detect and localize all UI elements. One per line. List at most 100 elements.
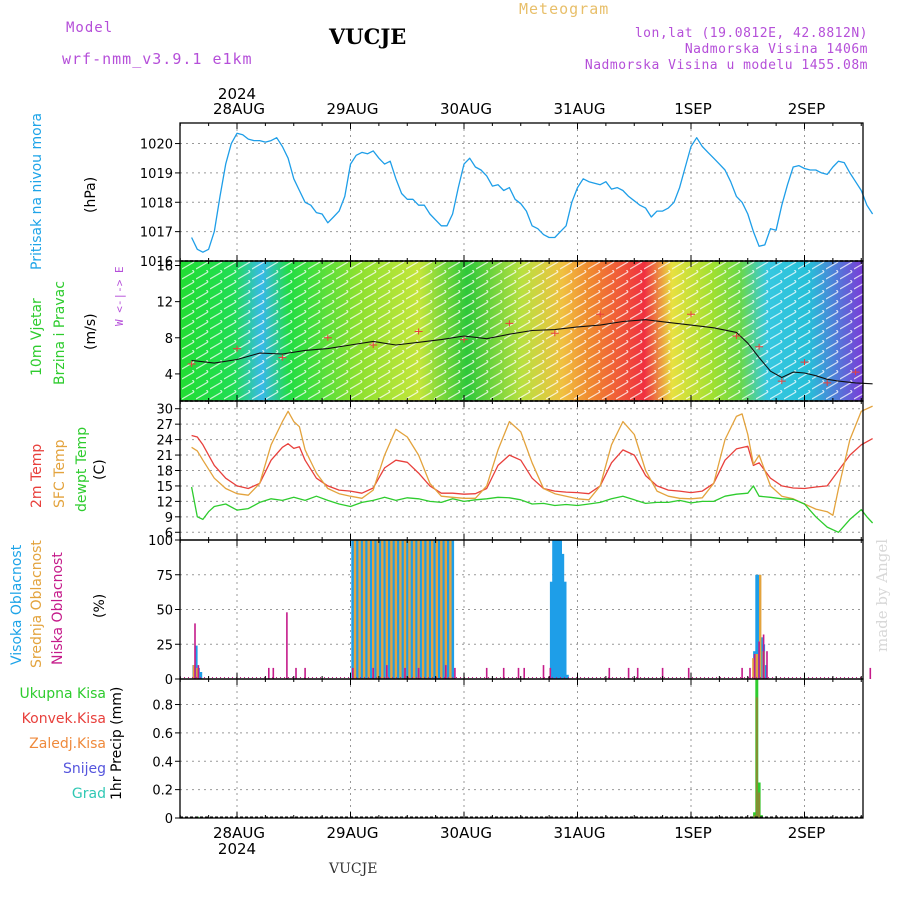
- legend-snow: Snijeg: [62, 761, 106, 777]
- y-tick-label: 4: [165, 368, 173, 383]
- low-cloud-bar: [636, 667, 639, 679]
- wind-barb-texture: [180, 261, 863, 401]
- wind-gust-mark: [851, 369, 860, 376]
- low-cloud-bar: [386, 665, 388, 679]
- y-tick-label: 21: [156, 449, 173, 464]
- mid-cloud-bar: [358, 540, 361, 679]
- low-cloud-bar: [295, 667, 297, 679]
- low-cloud-bar: [758, 641, 760, 679]
- date-label-bottom: 1SEP: [674, 824, 712, 842]
- y-tick-label: 1016: [140, 255, 173, 270]
- high-cloud-bar: [565, 674, 569, 679]
- high-cloud-bar: [401, 540, 405, 679]
- wind-gust-mark: [414, 328, 423, 335]
- mid-cloud-bar: [381, 540, 384, 679]
- high-cloud-bar: [556, 540, 560, 679]
- low-cloud-bar: [608, 667, 611, 679]
- low-cloud-bar: [485, 667, 488, 679]
- y-tick-label: 0: [165, 673, 173, 688]
- mid-cloud-bar: [385, 540, 388, 679]
- wind-gust-mark: [505, 320, 514, 327]
- mid-cloud-bar: [394, 540, 398, 679]
- y-tick-label: 24: [156, 434, 173, 449]
- wind-gust-mark: [323, 334, 332, 341]
- wind-gust-mark: [233, 345, 241, 352]
- high-cloud-bar: [387, 540, 391, 679]
- y-tick-label: 27: [156, 418, 173, 433]
- y-tick-label: 15: [156, 480, 173, 495]
- wind-gust-mark: [732, 332, 741, 339]
- mid-cloud-bar: [417, 540, 420, 679]
- low-cloud-bar: [517, 667, 520, 679]
- y-tick-label: 16: [156, 260, 173, 275]
- wind-gust-mark: [460, 336, 468, 343]
- low-cloud-bar: [523, 667, 525, 679]
- mid-cloud-bar: [192, 665, 196, 679]
- low-cloud-bar: [454, 667, 456, 679]
- mid-cloud-bar: [440, 540, 443, 679]
- conv-precip-bar: [753, 815, 756, 818]
- high-cloud-bar: [437, 540, 441, 679]
- high-cloud-bar: [446, 540, 450, 679]
- model-elevation-text: Nadmorska Visina u modelu 1455.08m: [584, 58, 868, 73]
- high-cloud-bar: [383, 540, 387, 679]
- high-cloud-bar: [414, 540, 418, 679]
- mid-cloud-bar: [752, 658, 755, 679]
- mid-cloud-bar: [759, 574, 762, 680]
- low-cloud-bar: [762, 634, 765, 679]
- mid-cloud-bar: [367, 540, 370, 679]
- low-cloud-bar: [417, 667, 420, 679]
- wind-gust-mark: [187, 360, 196, 367]
- high-cloud-bar: [199, 672, 203, 679]
- high-cloud-bar: [549, 581, 553, 679]
- mid-cloud-bar: [431, 540, 434, 679]
- date-label-bottom: 28AUG: [213, 824, 265, 842]
- low-cloud-bar: [286, 612, 288, 679]
- total-precip-bar: [753, 812, 757, 818]
- dewpt-line: [190, 485, 874, 533]
- high-cloud-bar: [364, 540, 368, 679]
- y-tick-label: 75: [156, 569, 173, 584]
- y-tick-label: 12: [156, 296, 173, 311]
- high-cloud-bar: [355, 540, 359, 679]
- high-cloud-bar: [410, 540, 414, 679]
- high-cloud-bar: [396, 540, 400, 679]
- low-cloud-bar: [445, 665, 447, 679]
- wind-gust-mark: [550, 330, 559, 337]
- high-cloud-bar: [755, 574, 759, 680]
- low-cloud-bar: [197, 665, 200, 679]
- date-label-top: 28AUG: [213, 100, 265, 118]
- legend-total-rain: Ukupna Kisa: [19, 686, 106, 702]
- y-tick-label: 1019: [140, 167, 173, 182]
- mid-cloud-bar: [196, 667, 199, 679]
- meteogram-label: Meteogram: [519, 0, 610, 18]
- mid-cloud-bar: [376, 540, 379, 679]
- wind-gust-mark: [641, 320, 650, 327]
- low-cloud-bar: [766, 651, 768, 679]
- mid-cloud-bar: [426, 540, 429, 679]
- high-cloud-bar: [552, 540, 556, 679]
- mid-cloud-bar: [755, 654, 758, 679]
- y-tick-label: 0.8: [152, 699, 173, 714]
- date-label-top: 2SEP: [788, 100, 826, 118]
- date-label-top: 29AUG: [327, 100, 379, 118]
- high-cloud-bar: [374, 540, 377, 679]
- high-cloud-bar: [194, 645, 198, 679]
- high-cloud-bar: [428, 540, 432, 679]
- y-tick-label: 0.4: [152, 755, 173, 770]
- high-cloud-bar: [561, 553, 565, 679]
- elevation-text: Nadmorska Visina 1406m: [684, 42, 868, 57]
- wind-gust-mark: [596, 311, 605, 318]
- temp2m-line: [191, 434, 873, 495]
- mid-cloud-bar: [403, 540, 407, 679]
- y-tick-label: 30: [156, 403, 173, 418]
- wind-speed-line: [191, 319, 873, 385]
- date-label-bottom: 31AUG: [554, 824, 606, 842]
- wind-gust-mark: [369, 342, 378, 348]
- panel-frame: [179, 678, 864, 819]
- mid-cloud-bar: [372, 540, 375, 679]
- legend-hail: Grad: [71, 786, 106, 802]
- high-cloud-bar: [369, 540, 373, 679]
- low-cloud-bar: [753, 654, 756, 679]
